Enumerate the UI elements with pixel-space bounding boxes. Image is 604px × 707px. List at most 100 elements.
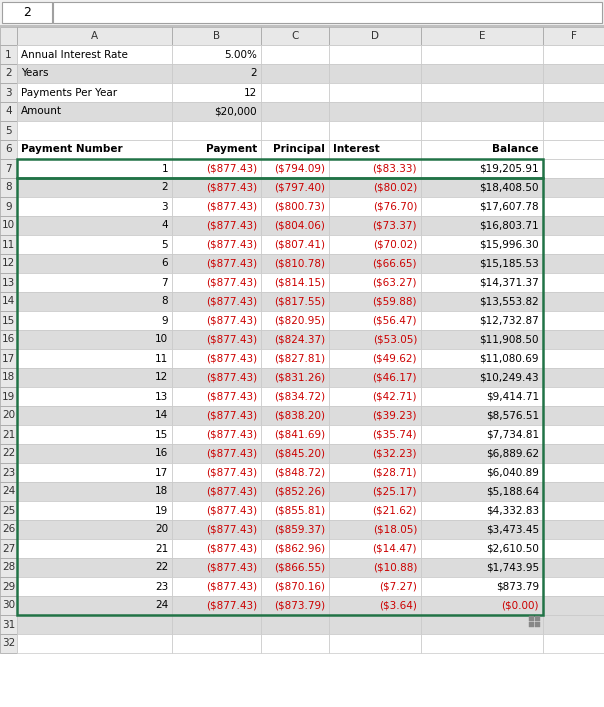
Bar <box>543 27 604 45</box>
Text: 8: 8 <box>161 296 168 307</box>
Text: ($7.27): ($7.27) <box>379 581 417 592</box>
Bar <box>17 45 172 64</box>
Text: $13,553.82: $13,553.82 <box>479 296 539 307</box>
Bar <box>172 406 261 425</box>
Bar <box>421 577 543 596</box>
Bar <box>0 140 17 159</box>
Text: Amount: Amount <box>21 107 62 117</box>
Bar <box>0 558 17 577</box>
Bar <box>0 64 17 83</box>
Bar <box>261 463 329 482</box>
Bar <box>329 254 421 273</box>
Text: ($49.62): ($49.62) <box>373 354 417 363</box>
Text: ($877.43): ($877.43) <box>206 563 257 573</box>
Text: C: C <box>291 31 299 41</box>
Bar <box>52 2 53 23</box>
Bar <box>543 558 604 577</box>
Bar <box>421 197 543 216</box>
Bar <box>172 501 261 520</box>
Bar <box>329 425 421 444</box>
Bar <box>172 634 261 653</box>
Text: 19: 19 <box>2 392 15 402</box>
Bar <box>329 140 421 159</box>
Bar <box>329 273 421 292</box>
Text: $19,205.91: $19,205.91 <box>480 163 539 173</box>
Bar <box>172 558 261 577</box>
Bar <box>172 159 261 178</box>
Bar <box>2 2 52 23</box>
Bar <box>0 520 17 539</box>
Bar <box>0 349 17 368</box>
Bar <box>172 292 261 311</box>
Bar <box>543 482 604 501</box>
Bar <box>17 425 172 444</box>
Bar <box>329 349 421 368</box>
Text: 9: 9 <box>161 315 168 325</box>
Text: 17: 17 <box>155 467 168 477</box>
Text: 25: 25 <box>2 506 15 515</box>
Bar <box>17 64 172 83</box>
Bar <box>421 254 543 273</box>
Text: Payments Per Year: Payments Per Year <box>21 88 117 98</box>
Bar <box>0 463 17 482</box>
Bar <box>17 596 172 615</box>
Text: ($21.62): ($21.62) <box>373 506 417 515</box>
Text: ($877.43): ($877.43) <box>206 486 257 496</box>
Text: ($877.43): ($877.43) <box>206 259 257 269</box>
Bar <box>17 140 172 159</box>
Bar <box>329 197 421 216</box>
Text: ($63.27): ($63.27) <box>373 278 417 288</box>
Bar <box>172 27 261 45</box>
Bar <box>543 292 604 311</box>
Text: B: B <box>213 31 220 41</box>
Bar <box>421 501 543 520</box>
Bar <box>17 463 172 482</box>
Text: ($3.64): ($3.64) <box>379 600 417 611</box>
Text: ($28.71): ($28.71) <box>373 467 417 477</box>
Text: 1: 1 <box>161 163 168 173</box>
Bar <box>0 577 17 596</box>
Bar <box>543 387 604 406</box>
Text: 31: 31 <box>2 619 15 629</box>
Text: ($14.47): ($14.47) <box>373 544 417 554</box>
Text: 1: 1 <box>5 49 12 59</box>
Text: $7,734.81: $7,734.81 <box>486 429 539 440</box>
Bar <box>17 539 172 558</box>
Text: $6,889.62: $6,889.62 <box>486 448 539 459</box>
Text: ($32.23): ($32.23) <box>373 448 417 459</box>
Text: ($852.26): ($852.26) <box>274 486 325 496</box>
Text: Annual Interest Rate: Annual Interest Rate <box>21 49 128 59</box>
Bar <box>543 596 604 615</box>
Bar <box>261 311 329 330</box>
Text: $15,996.30: $15,996.30 <box>480 240 539 250</box>
Bar <box>421 387 543 406</box>
Text: ($73.37): ($73.37) <box>373 221 417 230</box>
Bar <box>17 83 172 102</box>
Text: 22: 22 <box>155 563 168 573</box>
Bar <box>543 235 604 254</box>
Text: ($877.43): ($877.43) <box>206 334 257 344</box>
Text: ($873.79): ($873.79) <box>274 600 325 611</box>
Text: 4: 4 <box>161 221 168 230</box>
Text: 16: 16 <box>2 334 15 344</box>
Bar <box>17 178 172 197</box>
Text: 18: 18 <box>155 486 168 496</box>
Bar <box>261 197 329 216</box>
Bar <box>53 2 602 23</box>
Text: ($0.00): ($0.00) <box>501 600 539 611</box>
Bar <box>421 349 543 368</box>
Bar <box>329 64 421 83</box>
Text: 16: 16 <box>155 448 168 459</box>
Text: ($53.05): ($53.05) <box>373 334 417 344</box>
Bar <box>421 235 543 254</box>
Text: $2,610.50: $2,610.50 <box>486 544 539 554</box>
Bar <box>172 178 261 197</box>
Bar <box>0 482 17 501</box>
Bar <box>17 102 172 121</box>
Bar <box>172 330 261 349</box>
Bar <box>261 501 329 520</box>
Bar <box>0 596 17 615</box>
Bar <box>329 387 421 406</box>
Text: ($804.06): ($804.06) <box>274 221 325 230</box>
Bar <box>421 121 543 140</box>
